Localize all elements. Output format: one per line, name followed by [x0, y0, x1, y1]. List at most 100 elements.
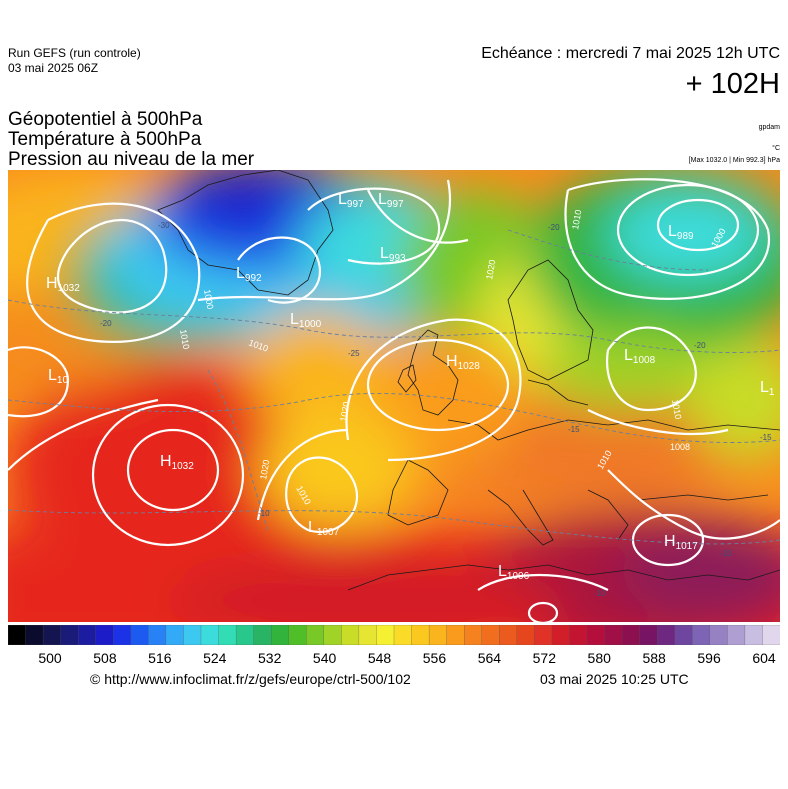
colorbar-swatch [306, 625, 325, 645]
colorbar-swatch [8, 625, 27, 645]
pressure-center-label: L997 [378, 191, 404, 210]
colorbar-swatch [235, 625, 255, 645]
colorbar-tick-label: 572 [532, 650, 556, 666]
isotherm-labels: -30 -25 -20 -20 -20 -15 -15 -10 -10 -10 [100, 221, 772, 598]
colorbar-swatch [516, 625, 536, 645]
unit-temperature: °C [772, 145, 780, 152]
colorbar-swatch [727, 625, 746, 645]
isobar-label: 1020 [338, 401, 351, 422]
pressure-center-label: L989 [668, 223, 694, 242]
footer-issued-date: 03 mai 2025 10:25 UTC [540, 671, 689, 687]
isobar-label: 1020 [258, 459, 271, 480]
isotherm-label: -20 [100, 319, 112, 328]
colorbar-tick-label: 564 [477, 650, 502, 666]
colorbar-swatch [464, 625, 483, 645]
pressure-centers: H1032 L10 L992 L997 L997 L993 L1000 H102… [46, 191, 775, 582]
pressure-center-label: H1032 [160, 453, 194, 472]
colorbar-swatch [95, 625, 114, 645]
unit-geopotential: gpdam [758, 124, 780, 131]
colorbar-swatch [165, 625, 185, 645]
colorbar-swatch [341, 625, 360, 645]
title-temperature: Température à 500hPa [8, 129, 202, 150]
colorbar-swatch [586, 625, 606, 645]
pressure-center-label: H1028 [446, 353, 480, 372]
run-title: Run GEFS (run controle) [8, 46, 141, 60]
isobar-label: 1010 [570, 209, 583, 230]
colorbar-swatch [113, 625, 132, 645]
isobar-label: 1020 [484, 259, 497, 280]
colorbar-swatch [499, 625, 518, 645]
colorbar-tick-label: 580 [587, 650, 611, 666]
colorbar-tick-label: 524 [203, 650, 227, 666]
isobar-label: 1010 [670, 399, 683, 420]
colorbar-swatch [323, 625, 343, 645]
title-pressure: Pression au niveau de la mer [8, 149, 255, 170]
pressure-center-label: L1007 [308, 519, 340, 538]
colorbar-swatch [621, 625, 641, 645]
pressure-center-label: L1008 [624, 347, 656, 366]
colorbar-labels: 500 508 516 524 532 540 548 556 564 572 580 588 596 6… [8, 650, 780, 668]
colorbar-tick-label: 548 [367, 650, 392, 666]
title-geopotential: Géopotentiel à 500hPa [8, 109, 203, 130]
colorbar-swatch [60, 625, 79, 645]
isobars [8, 178, 780, 622]
colorbar-swatch [639, 625, 658, 645]
isotherm-label: -25 [348, 349, 360, 358]
colorbar-swatch [692, 625, 711, 645]
colorbar-swatch [288, 625, 307, 645]
colorbar-tick-label: 596 [697, 650, 721, 666]
colorbar-swatch [657, 625, 676, 645]
colorbar [8, 625, 780, 645]
colorbar-tick-label: 500 [38, 650, 62, 666]
colorbar-swatch [148, 625, 167, 645]
colorbar-swatch [446, 625, 465, 645]
run-date: 03 mai 2025 06Z [8, 61, 99, 75]
isobar-label: 1000 [202, 289, 215, 310]
colorbar-tick-label: 508 [93, 650, 117, 666]
colorbar-swatch [25, 625, 44, 645]
colorbar-swatch [534, 625, 553, 645]
colorbar-tick-label: 588 [642, 650, 666, 666]
colorbar-tick-label: 604 [752, 650, 776, 666]
colorbar-swatch [709, 625, 729, 645]
isotherm-label: -10 [720, 549, 732, 558]
isobar-labels: 1000 1010 1010 1020 1020 1010 1010 1000 … [178, 209, 728, 506]
colorbar-swatch [183, 625, 202, 645]
colorbar-swatch [569, 625, 588, 645]
colorbar-swatch [130, 625, 150, 645]
colorbar-swatch [78, 625, 97, 645]
colorbar-tick-label: 540 [312, 650, 337, 666]
isotherm-label: -15 [568, 425, 580, 434]
pressure-center-label: L992 [236, 265, 262, 284]
colorbar-swatch [253, 625, 272, 645]
colorbar-tick-label: 556 [422, 650, 447, 666]
colorbar-swatch [604, 625, 623, 645]
colorbar-swatch [358, 625, 378, 645]
colorbar-swatch [200, 625, 220, 645]
isotherm-label: -30 [158, 221, 170, 230]
colorbar-swatch [762, 625, 780, 645]
footer-url: © http://www.infoclimat.fr/z/gefs/europe… [90, 671, 411, 687]
weather-map: H1032 L10 L992 L997 L997 L993 L1000 H102… [8, 170, 780, 622]
isotherm-label: -10 [258, 509, 270, 518]
isotherm-label: -10 [594, 589, 606, 598]
isobar-label: 1010 [178, 329, 191, 350]
pressure-center-label: H1017 [664, 533, 698, 552]
colorbar-swatch [218, 625, 237, 645]
colorbar-swatch [744, 625, 764, 645]
colorbar-swatch [271, 625, 290, 645]
colorbar-swatch [428, 625, 448, 645]
pressure-center-label: L1 [760, 379, 775, 398]
pressure-center-label: L10 [48, 367, 68, 386]
colorbar-swatch [551, 625, 571, 645]
colorbar-tick-label: 532 [258, 650, 282, 666]
pressure-center-label: L993 [380, 245, 406, 264]
colorbar-swatch [481, 625, 500, 645]
isotherm-label: -20 [694, 341, 706, 350]
coastlines [157, 170, 780, 591]
valid-time: Echéance : mercredi 7 mai 2025 12h UTC [481, 45, 780, 62]
colorbar-swatch [674, 625, 693, 645]
geopotential-field [8, 170, 780, 622]
isobar-label: 1008 [670, 442, 690, 452]
lead-time: + 102H [685, 68, 780, 100]
